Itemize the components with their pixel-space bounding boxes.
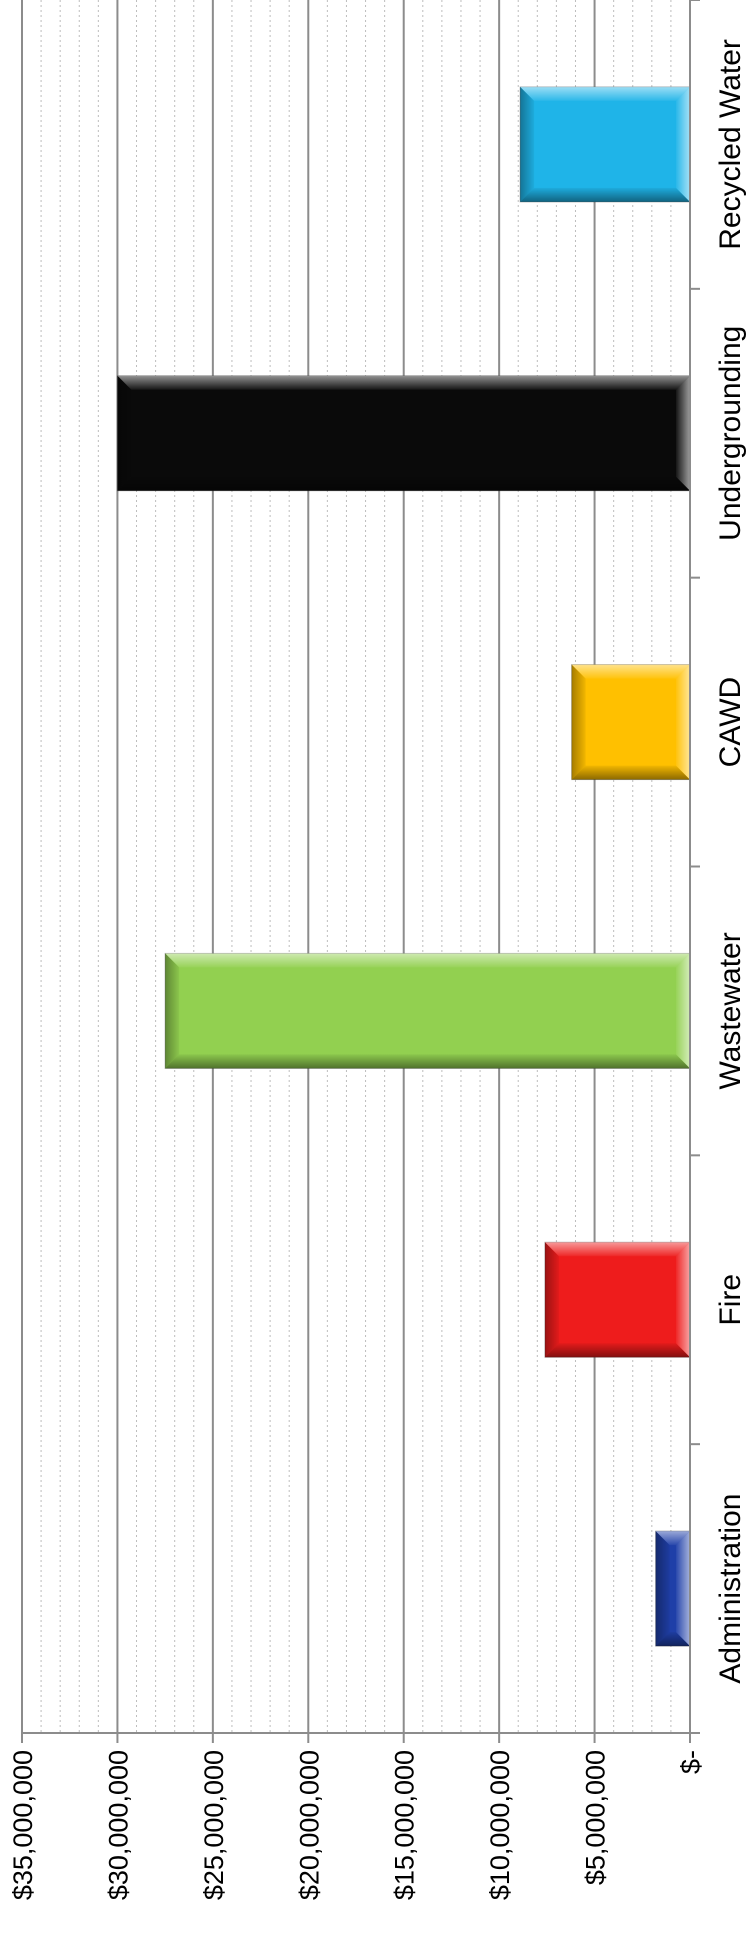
bar-bevel: [520, 86, 535, 202]
bar-wastewater: [164, 952, 691, 1069]
category-label: Fire: [714, 1274, 747, 1326]
bar-bevel: [655, 1531, 670, 1647]
bar-bevel: [676, 1531, 690, 1647]
bar-recycled-water: [519, 86, 691, 203]
category-labels: Administration Fire Wastewater CAWD Undergro…: [714, 39, 747, 1684]
bar-administration: [655, 1530, 691, 1647]
value-tick-label: $10,000,000: [485, 1750, 515, 1900]
value-tick-label: $30,000,000: [103, 1750, 133, 1900]
value-tick-label: $5,000,000: [581, 1750, 611, 1885]
bar-undergrounding: [116, 375, 691, 492]
axes: [21, 0, 700, 1743]
value-tick-labels: $- $5,000,000 $10,000,000 $15,000,000 $20,00…: [8, 1750, 706, 1900]
value-tick-label: $-: [676, 1750, 706, 1774]
bar-bevel: [544, 1242, 690, 1257]
bar-bevel: [544, 1242, 559, 1358]
bar-bevel: [165, 953, 180, 1069]
bar-bevel: [571, 664, 586, 780]
bar-bevel: [165, 1054, 691, 1069]
bar-bevel: [676, 1242, 690, 1358]
bar-bevel: [571, 664, 690, 679]
bar-bevel: [165, 953, 691, 968]
category-label: Administration: [714, 1494, 747, 1684]
category-label: Undergrounding: [714, 326, 747, 541]
bar-body: [519, 86, 691, 203]
major-gridlines: [21, 0, 596, 1733]
value-tick-label: $25,000,000: [199, 1750, 229, 1900]
bar-bevel: [655, 1531, 690, 1546]
value-tick-label: $35,000,000: [8, 1750, 38, 1900]
minor-gridlines: [40, 0, 672, 1733]
category-label: Recycled Water: [714, 39, 747, 250]
category-label: Wastewater: [714, 932, 747, 1089]
bar-body: [116, 375, 691, 492]
bar-bevel: [117, 375, 690, 390]
bar-bevel: [676, 664, 690, 780]
category-label: CAWD: [714, 677, 747, 768]
bar-bevel: [520, 187, 690, 202]
bar-bevel: [520, 86, 690, 101]
bar-fire: [544, 1241, 691, 1358]
bar-bevel: [544, 1343, 690, 1358]
bar-body: [544, 1241, 691, 1358]
bars: [116, 86, 691, 1647]
bar-cawd: [571, 664, 691, 781]
bar-bevel: [676, 953, 690, 1069]
bar-bevel: [117, 476, 690, 491]
value-tick-label: $15,000,000: [390, 1750, 420, 1900]
bar-bevel: [676, 375, 690, 491]
bar-body: [164, 952, 691, 1069]
value-tick-label: $20,000,000: [294, 1750, 324, 1900]
bar-bevel: [117, 375, 132, 491]
bar-body: [571, 664, 691, 781]
bar-bevel: [571, 765, 690, 780]
bar-bevel: [655, 1632, 690, 1647]
bar-bevel: [676, 86, 690, 202]
